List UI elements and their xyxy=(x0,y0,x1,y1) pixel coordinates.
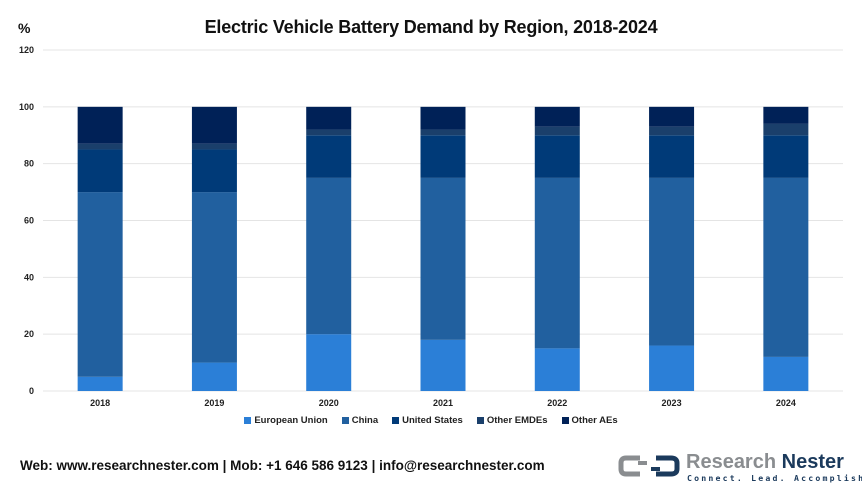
y-tick-label: 120 xyxy=(19,45,34,55)
bar-segment-united-states xyxy=(77,149,123,193)
bar-segment-other-aes xyxy=(534,106,580,127)
bar-segment-china xyxy=(649,177,695,346)
bar-segment-united-states xyxy=(763,135,809,178)
x-tick-label: 2019 xyxy=(204,398,224,408)
legend-item: Other EMDEs xyxy=(476,415,548,426)
legend: European Union China United States Other EM… xyxy=(0,415,862,426)
bar-segment-other-aes xyxy=(763,106,809,124)
legend-swatch xyxy=(341,417,349,424)
bar-stack-2018 xyxy=(77,106,123,391)
bar-segment-united-states xyxy=(534,135,580,178)
x-axis-ticks: 2018 2019 2020 2021 2022 2023 2024 xyxy=(90,398,796,408)
bar-segment-other-aes xyxy=(649,106,695,127)
bar-stack-2021 xyxy=(420,106,466,391)
brand-name: Research Nester xyxy=(686,451,844,474)
bar-segment-china xyxy=(534,177,580,349)
bar-segment-other-emdes xyxy=(649,126,695,136)
legend-swatch xyxy=(476,417,484,424)
bar-segment-other-aes xyxy=(306,106,352,130)
brand-tagline: Connect. Lead. Accomplish xyxy=(687,473,862,483)
y-tick-label: 40 xyxy=(24,272,34,282)
bar-segment-other-aes xyxy=(77,106,123,144)
legend-label: United States xyxy=(402,415,463,426)
y-tick-label: 80 xyxy=(24,159,34,169)
y-tick-label: 0 xyxy=(29,386,34,396)
y-tick-label: 100 xyxy=(19,102,34,112)
y-axis-ticks: 0 20 40 60 80 100 120 xyxy=(19,45,34,396)
bar-segment-china xyxy=(306,177,352,335)
bar-segment-other-emdes xyxy=(534,126,580,136)
legend-swatch xyxy=(392,417,400,424)
chain-link-icon xyxy=(618,455,680,477)
bar-stack-2019 xyxy=(191,106,237,391)
legend-swatch xyxy=(244,417,252,424)
x-tick-label: 2021 xyxy=(433,398,453,408)
bar-segment-other-emdes xyxy=(77,143,123,150)
legend-label: European Union xyxy=(254,415,328,426)
bar-stack-2020 xyxy=(306,106,352,391)
brand-word-nester: Nester xyxy=(781,451,844,473)
x-tick-label: 2023 xyxy=(662,398,682,408)
bars xyxy=(77,106,809,391)
legend-label: Other EMDEs xyxy=(486,415,548,426)
bar-segment-other-aes xyxy=(191,106,237,144)
legend-label: Other AEs xyxy=(571,415,618,426)
bar-stack-2024 xyxy=(763,106,809,391)
bar-segment-united-states xyxy=(306,135,352,178)
y-tick-label: 20 xyxy=(24,329,34,339)
brand-word-research: Research xyxy=(686,451,777,473)
bar-segment-european-union xyxy=(306,334,352,391)
legend-label: China xyxy=(351,415,379,426)
chart-title: Electric Vehicle Battery Demand by Regio… xyxy=(204,17,658,37)
bar-segment-european-union xyxy=(534,348,580,391)
stacked-bar-chart: 0 20 40 60 80 100 120 2018 2019 2020 2021 2022 2023… xyxy=(19,45,843,408)
bar-stack-2022 xyxy=(534,106,580,391)
bar-segment-other-aes xyxy=(420,106,466,130)
x-tick-label: 2018 xyxy=(90,398,110,408)
bar-segment-china xyxy=(763,177,809,357)
legend-item: China xyxy=(341,415,379,426)
bar-stack-2023 xyxy=(649,106,695,391)
bar-segment-united-states xyxy=(649,135,695,178)
bar-segment-european-union xyxy=(77,376,123,391)
bar-segment-china xyxy=(77,192,123,377)
legend-item: United States xyxy=(392,415,463,426)
legend-item: Other AEs xyxy=(561,415,618,426)
bar-segment-other-emdes xyxy=(306,129,352,136)
bar-segment-european-union xyxy=(420,339,466,391)
x-tick-label: 2024 xyxy=(776,398,796,408)
bar-segment-other-emdes xyxy=(191,143,237,150)
bar-segment-european-union xyxy=(763,356,809,391)
x-tick-label: 2022 xyxy=(547,398,567,408)
legend-item: European Union xyxy=(244,415,328,426)
bar-segment-united-states xyxy=(420,135,466,178)
y-tick-label: 60 xyxy=(24,216,34,226)
bar-segment-european-union xyxy=(649,345,695,391)
bar-segment-other-emdes xyxy=(763,123,809,136)
bar-segment-european-union xyxy=(191,362,237,391)
research-nester-logo: Research Nester Connect. Lead. Accomplis… xyxy=(618,450,862,483)
x-tick-label: 2020 xyxy=(319,398,339,408)
bar-segment-china xyxy=(420,177,466,340)
bar-segment-united-states xyxy=(191,149,237,193)
y-axis-unit-label: % xyxy=(18,20,31,36)
bar-segment-china xyxy=(191,192,237,363)
footer-contact: Web: www.researchnester.com | Mob: +1 64… xyxy=(20,458,545,473)
bar-segment-other-emdes xyxy=(420,129,466,136)
legend-swatch xyxy=(561,417,569,424)
